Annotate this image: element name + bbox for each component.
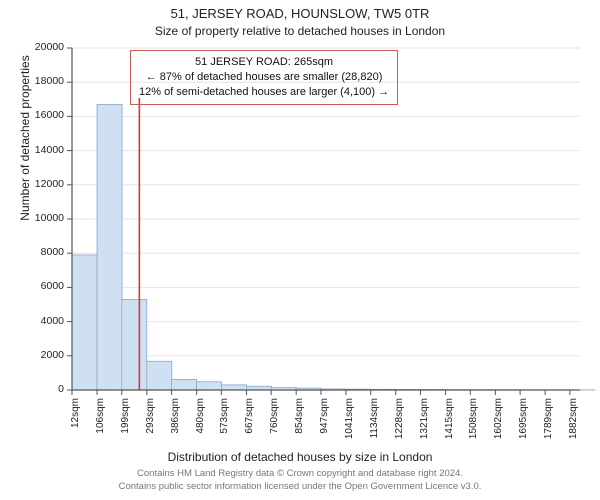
- x-axis-label: Distribution of detached houses by size …: [0, 450, 600, 464]
- copyright-text: Contains HM Land Registry data © Crown c…: [0, 468, 600, 494]
- callout-line3: 12% of semi-detached houses are larger (…: [139, 85, 389, 100]
- callout-line2: ← 87% of detached houses are smaller (28…: [139, 70, 389, 85]
- callout-line1: 51 JERSEY ROAD: 265sqm: [139, 55, 389, 70]
- callout-box: 51 JERSEY ROAD: 265sqm ← 87% of detached…: [130, 50, 398, 105]
